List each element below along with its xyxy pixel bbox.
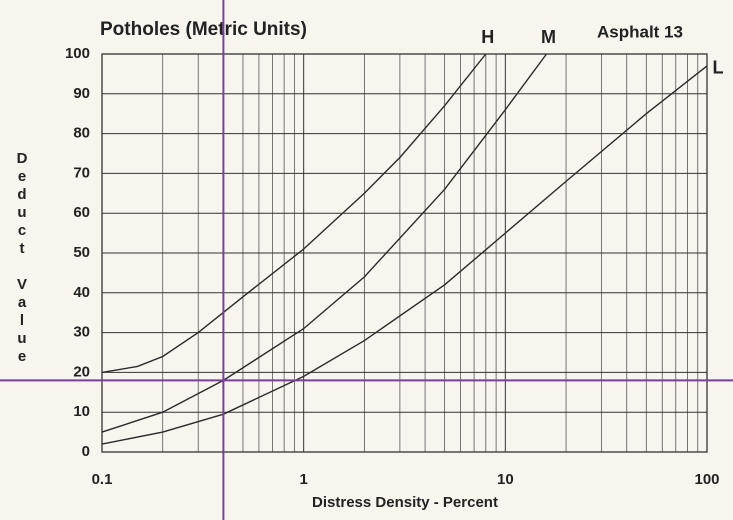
series-label: L [713,58,724,78]
series-label: H [481,27,494,47]
plot-frame [101,53,708,453]
curve [101,53,548,433]
y-tick-label: 20 [73,363,90,380]
y-tick-label: 40 [73,284,90,301]
curve [101,53,487,374]
chart-subtitle: Asphalt 13 [597,22,683,41]
y-tick-label: 50 [73,244,90,261]
x-tick-label: 1 [299,471,307,488]
chart-title: Potholes (Metric Units) [100,19,307,40]
y-tick-label: 60 [73,204,90,221]
y-tick-label: 0 [82,443,90,460]
x-tick-label: 10 [497,471,514,488]
y-tick-label: 70 [73,164,90,181]
y-tick-label: 10 [73,403,90,420]
y-tick-label: 30 [73,324,90,341]
x-tick-label: 100 [694,471,719,488]
x-axis-label: Distress Density - Percent [312,494,498,511]
x-tick-label: 0.1 [92,471,113,488]
y-tick-label: 80 [73,125,90,142]
series-label: M [541,27,556,47]
y-tick-label: 90 [73,85,90,102]
y-tick-label: 100 [65,45,90,62]
y-axis-label: Deduct Value [14,150,31,366]
curve [101,65,708,445]
